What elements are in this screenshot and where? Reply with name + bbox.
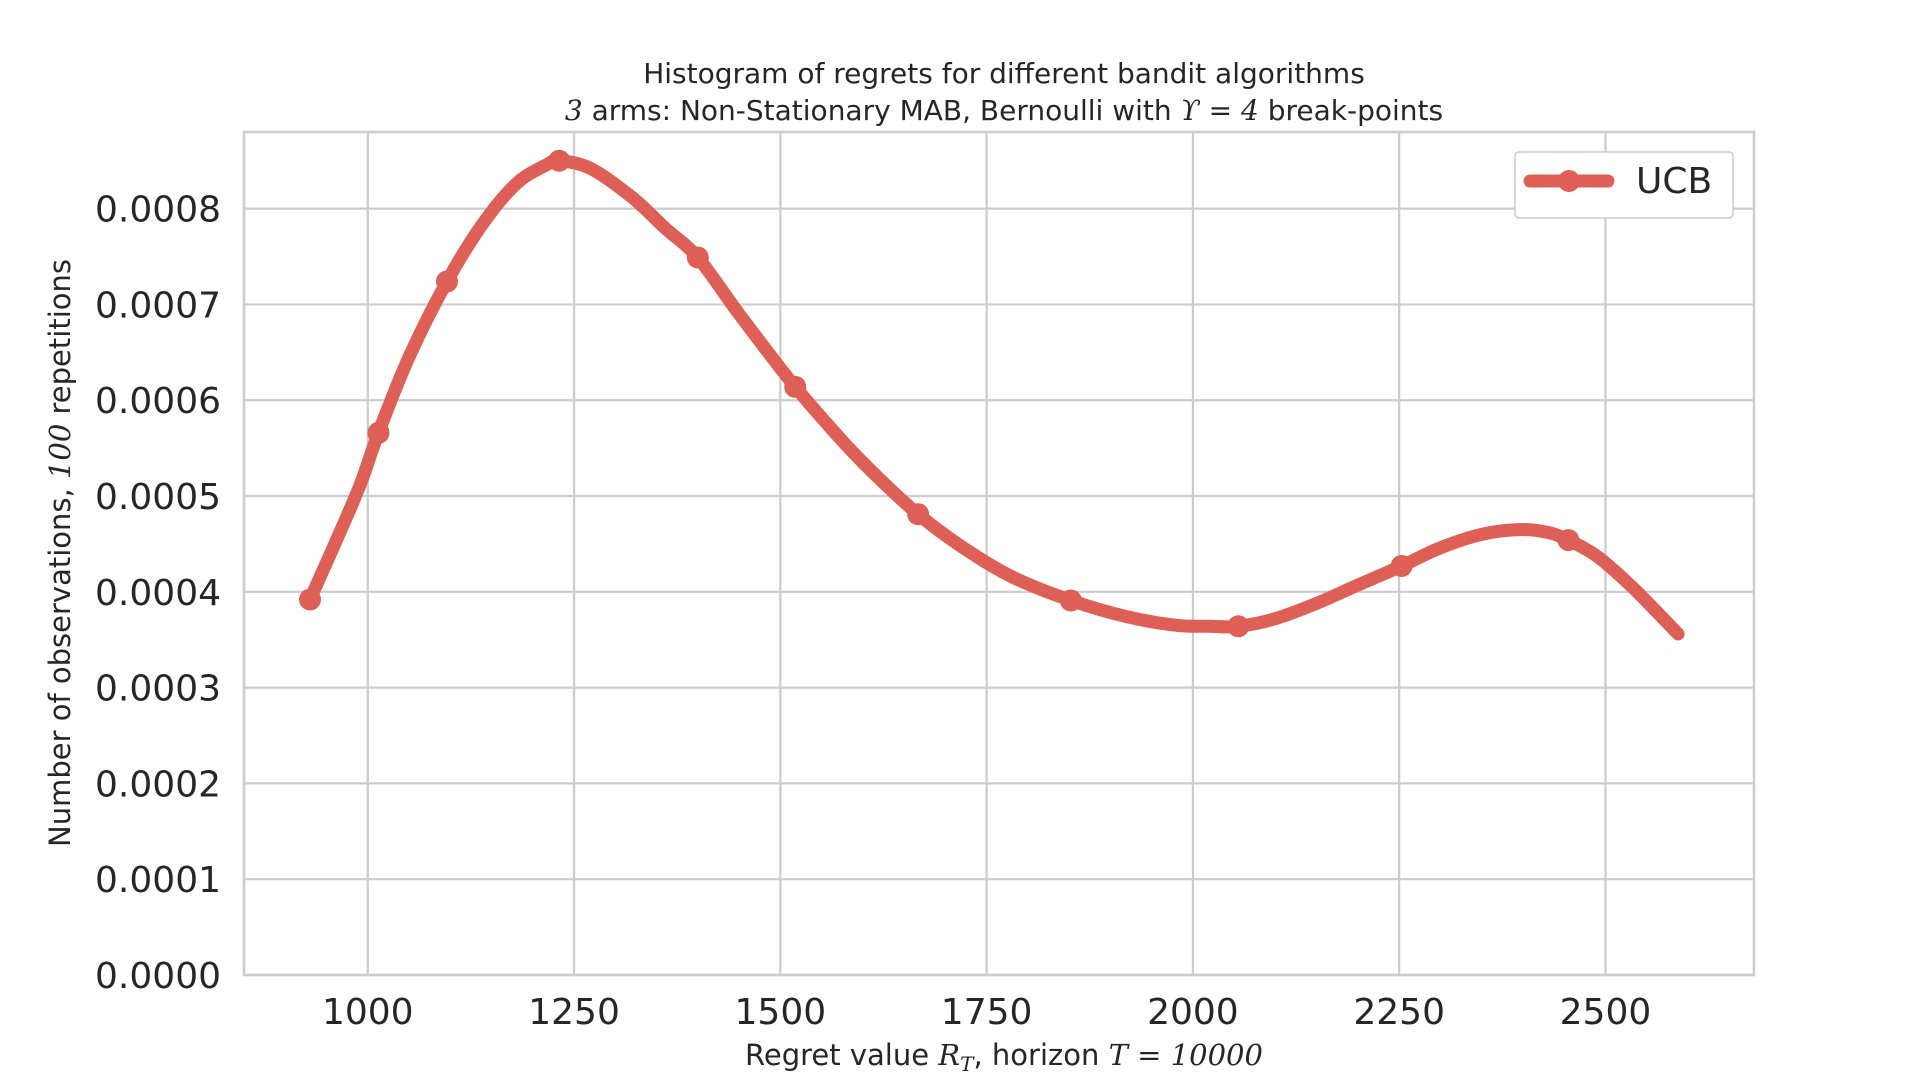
x-tick-label: 1750 [941,992,1033,1033]
y-tick-label: 0.0005 [95,477,221,518]
y-tick-label: 0.0000 [95,956,221,997]
y-tick-label: 0.0008 [95,190,221,231]
subtitle-text-2: break-points [1259,94,1443,127]
data-point [548,149,571,172]
data-point [1557,529,1580,552]
data-point [299,588,322,611]
x-tick-label: 2500 [1560,992,1652,1033]
x-tick-label: 2000 [1147,992,1239,1033]
data-point [1227,615,1250,638]
y-axis-ticks: 0.0000 0.0001 0.0002 0.0003 0.0004 0.0005 0.00… [95,190,221,997]
data-point [1059,589,1082,612]
data-point [686,246,709,269]
data-point [1390,554,1413,577]
y-tick-label: 0.0007 [95,285,221,326]
subtitle-math: ϒ = 4 [1181,94,1259,127]
plot-frame [242,130,1756,977]
chart-title: Histogram of regrets for different bandi… [643,57,1365,90]
x-tick-label: 1250 [528,992,620,1033]
legend: UCB [1514,151,1734,219]
x-tick-label: 1000 [322,992,414,1033]
data-point [435,270,458,293]
subtitle-text-1: arms: Non-Stationary MAB, Bernoulli with [583,94,1181,127]
x-tick-label: 2250 [1353,992,1445,1033]
x-tick-label: 1500 [735,992,827,1033]
subtitle-math-prefix: 3 [565,94,583,127]
series-layer [299,149,1685,641]
legend-marker-ucb [1558,170,1580,192]
legend-box [1514,151,1734,219]
y-tick-label: 0.0006 [95,381,221,422]
x-axis-ticks: 1000 1250 1500 1750 2000 2250 2500 [322,992,1651,1033]
data-point [367,421,390,444]
chart-subtitle: 3 arms: Non-Stationary MAB, Bernoulli wi… [565,94,1443,127]
series-line-ucb [303,154,1685,641]
data-point [907,503,930,526]
y-tick-label: 0.0002 [95,764,221,805]
y-axis-label: Number of observations, 100 repetitions [43,259,77,847]
y-tick-label: 0.0004 [95,573,221,614]
y-tick-label: 0.0001 [95,860,221,901]
series-ucb [299,149,1685,641]
legend-label-ucb: UCB [1636,161,1712,202]
x-axis-label: Regret value RT, horizon T = 10000 [745,1038,1263,1076]
y-tick-label: 0.0003 [95,669,221,710]
plot-area [244,132,1754,975]
data-point [784,375,807,398]
